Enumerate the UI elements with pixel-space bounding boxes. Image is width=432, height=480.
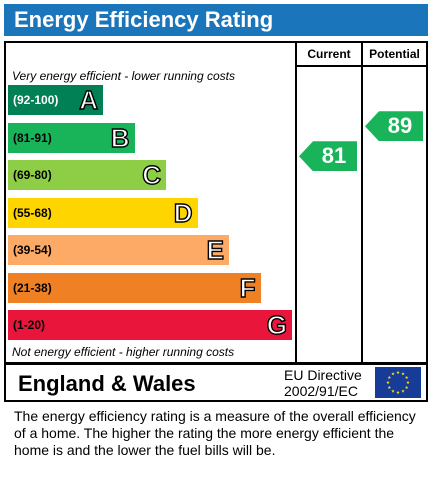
page-title: Energy Efficiency Rating xyxy=(4,4,428,36)
flag-star-icon xyxy=(404,375,409,379)
top-note: Very energy efficient - lower running co… xyxy=(12,69,235,83)
flag-star-icon xyxy=(406,380,410,384)
header-divider xyxy=(295,65,426,67)
flag-star-icon xyxy=(391,372,395,376)
flag-star-icon xyxy=(387,385,392,389)
directive-line-2: 2002/91/EC xyxy=(284,383,358,399)
band-range-label: (92-100) xyxy=(13,93,59,107)
current-column-header: Current xyxy=(307,47,351,61)
potential-column-header: Potential xyxy=(369,47,420,61)
band-a: (92-100) A xyxy=(8,84,103,116)
flag-star-icon xyxy=(404,385,409,389)
band-range-label: (39-54) xyxy=(13,243,52,257)
flag-star-icon xyxy=(396,390,400,394)
band-range-label: (69-80) xyxy=(13,168,52,182)
potential-rating-arrow: 89 xyxy=(365,111,423,142)
bottom-note: Not energy efficient - higher running co… xyxy=(12,345,235,359)
band-f: (21-38) F xyxy=(8,272,261,303)
band-letter: D xyxy=(173,197,193,228)
band-b: (81-91) B xyxy=(8,122,135,153)
band-d: (55-68) D xyxy=(8,197,198,228)
band-letter: C xyxy=(142,159,162,190)
band-letter: F xyxy=(239,272,256,303)
band-letter: B xyxy=(110,122,130,153)
divider-potential xyxy=(361,43,363,362)
footer: England & Wales EU Directive 2002/91/EC xyxy=(4,363,428,402)
band-letter: A xyxy=(79,84,99,115)
band-range-label: (21-38) xyxy=(13,280,52,295)
band-g: (1-20) G xyxy=(8,309,292,341)
flag-star-icon xyxy=(401,372,405,376)
flag-star-icon xyxy=(401,389,405,393)
explanation-text: The energy efficiency rating is a measur… xyxy=(14,408,416,458)
current-rating-arrow: 81 xyxy=(299,141,357,172)
band-c: (69-80) C xyxy=(8,159,166,191)
band-letter: G xyxy=(266,309,288,340)
rating-chart: Current Potential Very energy efficient … xyxy=(4,41,428,364)
eu-directive: EU Directive 2002/91/EC xyxy=(284,367,362,399)
band-e: (39-54) E xyxy=(8,234,229,266)
flag-star-icon xyxy=(387,375,392,379)
divider-current xyxy=(295,43,297,362)
band-letter: E xyxy=(206,234,225,265)
flag-star-icon xyxy=(386,380,390,384)
region-label: England & Wales xyxy=(18,371,196,396)
band-range-label: (81-91) xyxy=(13,130,52,145)
band-range-label: (55-68) xyxy=(13,205,52,220)
eu-flag-icon xyxy=(375,367,421,398)
directive-line-1: EU Directive xyxy=(284,367,362,383)
band-range-label: (1-20) xyxy=(13,318,46,332)
flag-star-icon xyxy=(396,370,400,374)
flag-star-icon xyxy=(391,389,395,393)
